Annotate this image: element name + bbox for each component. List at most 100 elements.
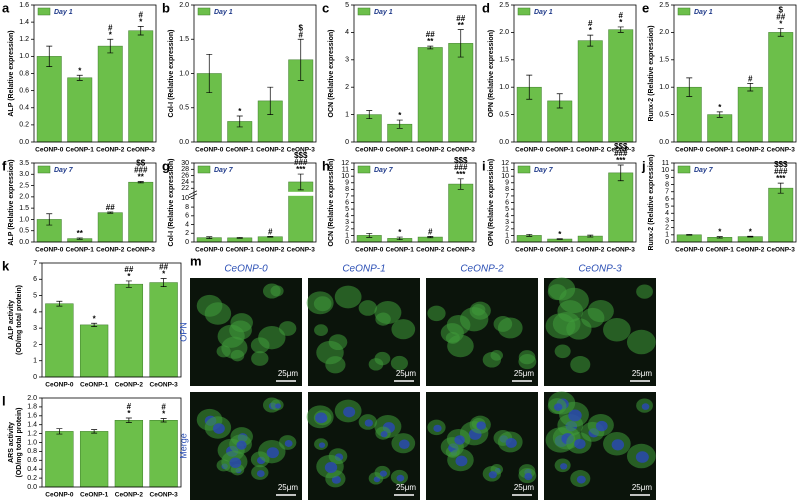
row-label: Merge — [178, 433, 188, 459]
y-tick-label: 10 — [341, 173, 349, 180]
x-tick-label: CeONP-2 — [96, 147, 125, 154]
y-tick-label: 1.0 — [499, 84, 509, 91]
significance-mark: # — [127, 402, 132, 411]
y-tick-label: 22 — [181, 185, 189, 192]
y-axis-label: OPN (Relative expression) — [488, 30, 495, 118]
significance-mark: ## — [159, 263, 168, 272]
y-tick-label: 1.5 — [499, 57, 509, 64]
significance-mark: ### — [614, 149, 628, 158]
significance-mark: * — [139, 18, 143, 27]
legend-swatch — [357, 165, 371, 174]
error-bar — [91, 429, 98, 434]
legend-swatch — [37, 7, 51, 16]
significance-mark: * — [398, 228, 402, 237]
y-tick-label: 1.4 — [27, 422, 37, 429]
y-tick-label: 5 — [345, 2, 349, 9]
bar — [288, 181, 314, 243]
significance-mark: * — [109, 30, 113, 39]
error-bar — [777, 28, 784, 37]
y-tick-label: 6 — [505, 199, 509, 206]
x-tick-label: CeONP-1 — [706, 247, 735, 254]
y-tick-label: 1.5 — [19, 205, 29, 212]
legend-swatch — [517, 7, 531, 16]
significance-mark: # — [161, 403, 166, 412]
y-tick-label: 1.6 — [19, 2, 29, 9]
cell-blob — [314, 324, 328, 337]
nucleus — [266, 447, 279, 459]
x-tick-label: CeONP-2 — [115, 492, 144, 499]
significance-mark: * — [779, 20, 783, 29]
plot-frame — [353, 162, 477, 243]
error-bar — [747, 235, 754, 238]
bar — [149, 420, 178, 488]
x-tick-label: CeONP-3 — [127, 147, 156, 154]
error-bar — [587, 234, 594, 238]
cell-blob — [229, 320, 252, 340]
nucleus — [331, 475, 341, 484]
x-tick-label: CeONP-3 — [447, 147, 476, 154]
error-bar — [76, 74, 83, 81]
nucleus — [433, 424, 442, 433]
y-tick-label: 6 — [665, 196, 669, 203]
y-axis-label: Col-I (Relative expression) — [168, 30, 175, 118]
nucleus — [568, 409, 582, 422]
error-bar — [56, 428, 63, 435]
nucleus — [396, 474, 405, 482]
error-bar — [107, 38, 114, 54]
bar — [356, 114, 382, 143]
y-tick-label: 4 — [345, 213, 349, 220]
y-tick-label: 2.5 — [19, 182, 29, 189]
y-tick-label: 8 — [345, 186, 349, 193]
x-tick-label: CeONP-1 — [546, 147, 575, 154]
y-axis-label: OCN (Relative expression) — [328, 159, 335, 247]
y-tick-label: 3 — [665, 217, 669, 224]
significance-mark: ### — [134, 166, 148, 175]
y-tick-label: 24 — [181, 179, 189, 186]
cell-blob — [390, 355, 408, 371]
x-tick-label: CeONP-0 — [355, 147, 384, 154]
nucleus — [343, 406, 356, 418]
y-tick-label: 0 — [345, 239, 349, 246]
significance-mark: ## — [124, 265, 133, 274]
error-bar — [297, 38, 304, 81]
nucleus — [524, 473, 533, 481]
significance-mark: # — [139, 11, 144, 20]
legend-swatch — [197, 7, 211, 16]
nucleus — [505, 438, 517, 448]
significance-mark: * — [127, 409, 131, 418]
legend-swatch — [517, 165, 531, 174]
scale-bar-label: 25μm — [396, 483, 417, 492]
y-tick-label: 4 — [185, 221, 189, 228]
y-tick-label: 2.0 — [19, 194, 29, 201]
scale-bar-label: 25μm — [632, 369, 653, 378]
y-tick-label: 9 — [345, 180, 349, 187]
nucleus — [229, 457, 242, 469]
y-tick-label: 0.0 — [499, 139, 509, 146]
y-tick-label: 8 — [185, 204, 189, 211]
panel-label: h — [322, 158, 330, 173]
column-label: CeONP-2 — [460, 264, 504, 275]
plot-frame — [673, 162, 797, 243]
cell-blob — [518, 353, 537, 370]
error-bar — [617, 26, 624, 33]
x-tick-label: CeONP-3 — [607, 247, 636, 254]
legend-swatch — [677, 165, 691, 174]
cell-blob — [587, 299, 614, 323]
significance-mark: ## — [106, 203, 115, 212]
plot-frame — [513, 4, 637, 143]
y-tick-label: 1.8 — [27, 404, 37, 411]
plot-frame — [353, 4, 477, 143]
cell-blob — [447, 334, 474, 358]
legend-label: Day 1 — [534, 9, 553, 16]
significance-mark: * — [749, 227, 753, 236]
y-tick-label: 1.5 — [179, 36, 189, 43]
y-tick-label: 3 — [33, 325, 37, 332]
x-tick-label: CeONP-0 — [195, 247, 224, 254]
bar — [149, 282, 178, 378]
error-bar — [427, 236, 434, 239]
significance-mark: * — [398, 111, 402, 120]
column-label: CeONP-1 — [342, 264, 385, 275]
panel-label: j — [641, 158, 646, 173]
significance-mark: * — [162, 410, 166, 419]
x-tick-label: CeONP-3 — [607, 147, 636, 154]
